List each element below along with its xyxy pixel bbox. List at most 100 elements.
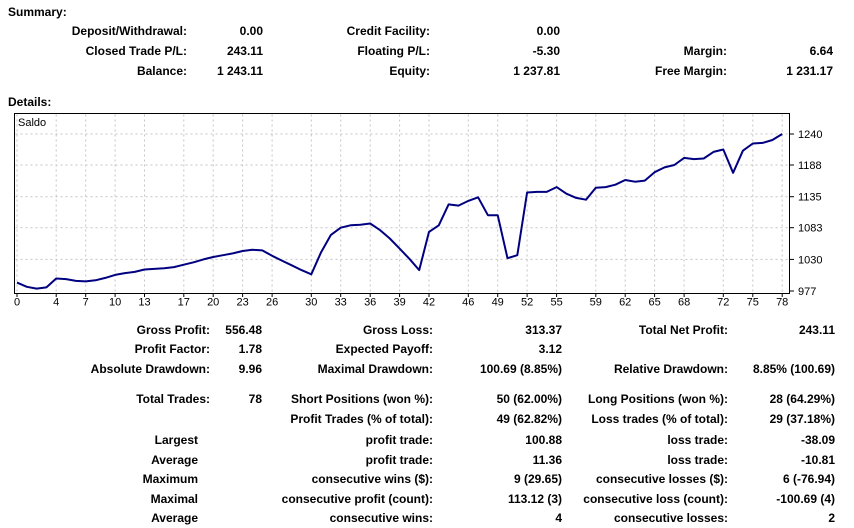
stat-value: 8.85% (100.69) [752, 361, 835, 376]
svg-text:36: 36 [364, 297, 376, 309]
summary-label: Equity: [389, 64, 430, 78]
stat-label: Profit Factor: [134, 342, 210, 357]
stat-label: consecutive wins ($): [311, 472, 433, 487]
stat-label: Loss trades (% of total): [591, 411, 728, 426]
stat-value: 49 (62.82%) [496, 411, 562, 426]
stats-row: Absolute Drawdown: 9.96 Maximal Drawdown… [0, 359, 854, 379]
svg-text:49: 49 [492, 297, 504, 309]
stat-value: 9.96 [238, 361, 262, 376]
svg-text:1135: 1135 [798, 192, 822, 204]
summary-label: Credit Facility: [346, 24, 430, 38]
stat-value: 3.12 [538, 342, 562, 357]
stats-row: Largest profit trade: 100.88 loss trade:… [0, 431, 854, 451]
svg-text:68: 68 [678, 297, 690, 309]
svg-text:26: 26 [266, 297, 278, 309]
stats-row: Average consecutive wins: 4 consecutive … [0, 509, 854, 528]
svg-text:65: 65 [648, 297, 660, 309]
summary-label: Closed Trade P/L: [85, 44, 187, 58]
summary-label: Free Margin: [654, 64, 727, 78]
stat-value: -38.09 [800, 433, 835, 448]
summary-value: 1 243.11 [216, 64, 263, 78]
stat-label: Expected Payoff: [335, 342, 433, 357]
stat-label: consecutive losses ($): [595, 472, 728, 487]
svg-text:23: 23 [236, 297, 248, 309]
svg-text:0: 0 [14, 297, 20, 309]
stat-value: 1.78 [238, 342, 262, 357]
stat-value [210, 470, 262, 490]
summary-label: Deposit/Withdrawal: [71, 24, 187, 38]
summary-value: 0.00 [239, 24, 263, 38]
summary-label: Balance: [136, 64, 187, 78]
spacer [0, 379, 854, 390]
stats-row: Gross Profit: 556.48 Gross Loss: 313.37 … [0, 320, 854, 340]
summary-row: Balance: 1 243.11 Equity: 1 237.81 Free … [0, 61, 854, 81]
stat-value: 29 (37.18%) [769, 411, 835, 426]
summary-row: Deposit/Withdrawal: 0.00 Credit Facility… [0, 21, 854, 41]
svg-text:30: 30 [305, 297, 317, 309]
stat-value: 9 (29.65) [513, 472, 562, 487]
stat-value [210, 450, 262, 470]
stats-row: Maximal consecutive profit (count): 113.… [0, 489, 854, 509]
svg-text:7: 7 [83, 297, 89, 309]
stat-label: consecutive wins: [329, 511, 433, 526]
svg-text:1188: 1188 [798, 160, 822, 172]
stat-value [210, 509, 262, 528]
stat-label: Largest [154, 433, 198, 448]
stat-value: 11.36 [532, 452, 562, 467]
svg-text:1083: 1083 [798, 223, 822, 235]
svg-text:33: 33 [335, 297, 347, 309]
svg-text:1240: 1240 [798, 129, 822, 141]
stat-value [210, 489, 262, 509]
svg-text:59: 59 [590, 297, 602, 309]
stat-label: Long Positions (won %): [588, 392, 728, 407]
stats-row: Profit Factor: 1.78 Expected Payoff: 3.1… [0, 340, 854, 360]
stat-label: Gross Profit: [136, 322, 210, 337]
stat-label: profit trade: [365, 452, 433, 467]
stat-value: 4 [555, 511, 562, 526]
stat-label: loss trade: [667, 452, 728, 467]
balance-chart: 0 4 7 10 13 17 20 23 26 30 33 36 39 42 46 49 52 55 59 62 65 6… [14, 113, 854, 309]
summary-value: 1 231.17 [786, 64, 833, 78]
stat-value [210, 409, 262, 429]
stat-value: 100.88 [525, 433, 562, 448]
svg-text:10: 10 [109, 297, 121, 309]
details-heading: Details: [8, 95, 52, 109]
stat-label: Maximal Drawdown: [317, 361, 433, 376]
svg-text:62: 62 [619, 297, 631, 309]
stat-value: 556.48 [225, 322, 262, 337]
stats-row: Total Trades: 78 Short Positions (won %)… [0, 390, 854, 410]
svg-text:4: 4 [53, 297, 59, 309]
stat-value: -100.69 (4) [776, 491, 835, 506]
summary-value: -5.30 [532, 44, 560, 58]
svg-text:42: 42 [423, 297, 435, 309]
summary-row: Closed Trade P/L: 243.11 Floating P/L: -… [0, 41, 854, 61]
stat-label: profit trade: [365, 433, 433, 448]
svg-text:72: 72 [717, 297, 729, 309]
svg-text:977: 977 [798, 286, 816, 298]
stat-value: 78 [248, 392, 262, 407]
stat-label: Profit Trades (% of total): [290, 411, 433, 426]
summary-value: 6.64 [809, 44, 833, 58]
summary-label: Margin: [683, 44, 727, 58]
stats-row: Maximum consecutive wins ($): 9 (29.65) … [0, 470, 854, 490]
stat-label: consecutive losses: [613, 511, 728, 526]
stat-label: Absolute Drawdown: [90, 361, 210, 376]
svg-text:52: 52 [521, 297, 533, 309]
svg-text:46: 46 [462, 297, 474, 309]
stat-label: Relative Drawdown: [613, 361, 728, 376]
stat-value: 113.12 (3) [507, 491, 562, 506]
stat-label: loss trade: [667, 433, 728, 448]
stat-label: Total Net Profit: [638, 322, 728, 337]
stat-value: 50 (62.00%) [496, 392, 562, 407]
svg-text:13: 13 [138, 297, 150, 309]
svg-text:17: 17 [178, 297, 190, 309]
svg-text:55: 55 [550, 297, 562, 309]
stat-value: 6 (-76.94) [782, 472, 835, 487]
stats-table: Gross Profit: 556.48 Gross Loss: 313.37 … [0, 320, 854, 528]
stat-label: Short Positions (won %): [291, 392, 433, 407]
svg-text:75: 75 [747, 297, 759, 309]
stat-label: Total Trades: [136, 392, 210, 407]
stat-value: 243.11 [798, 322, 835, 337]
stat-value [210, 431, 262, 451]
stat-value: 100.69 (8.85%) [479, 361, 562, 376]
